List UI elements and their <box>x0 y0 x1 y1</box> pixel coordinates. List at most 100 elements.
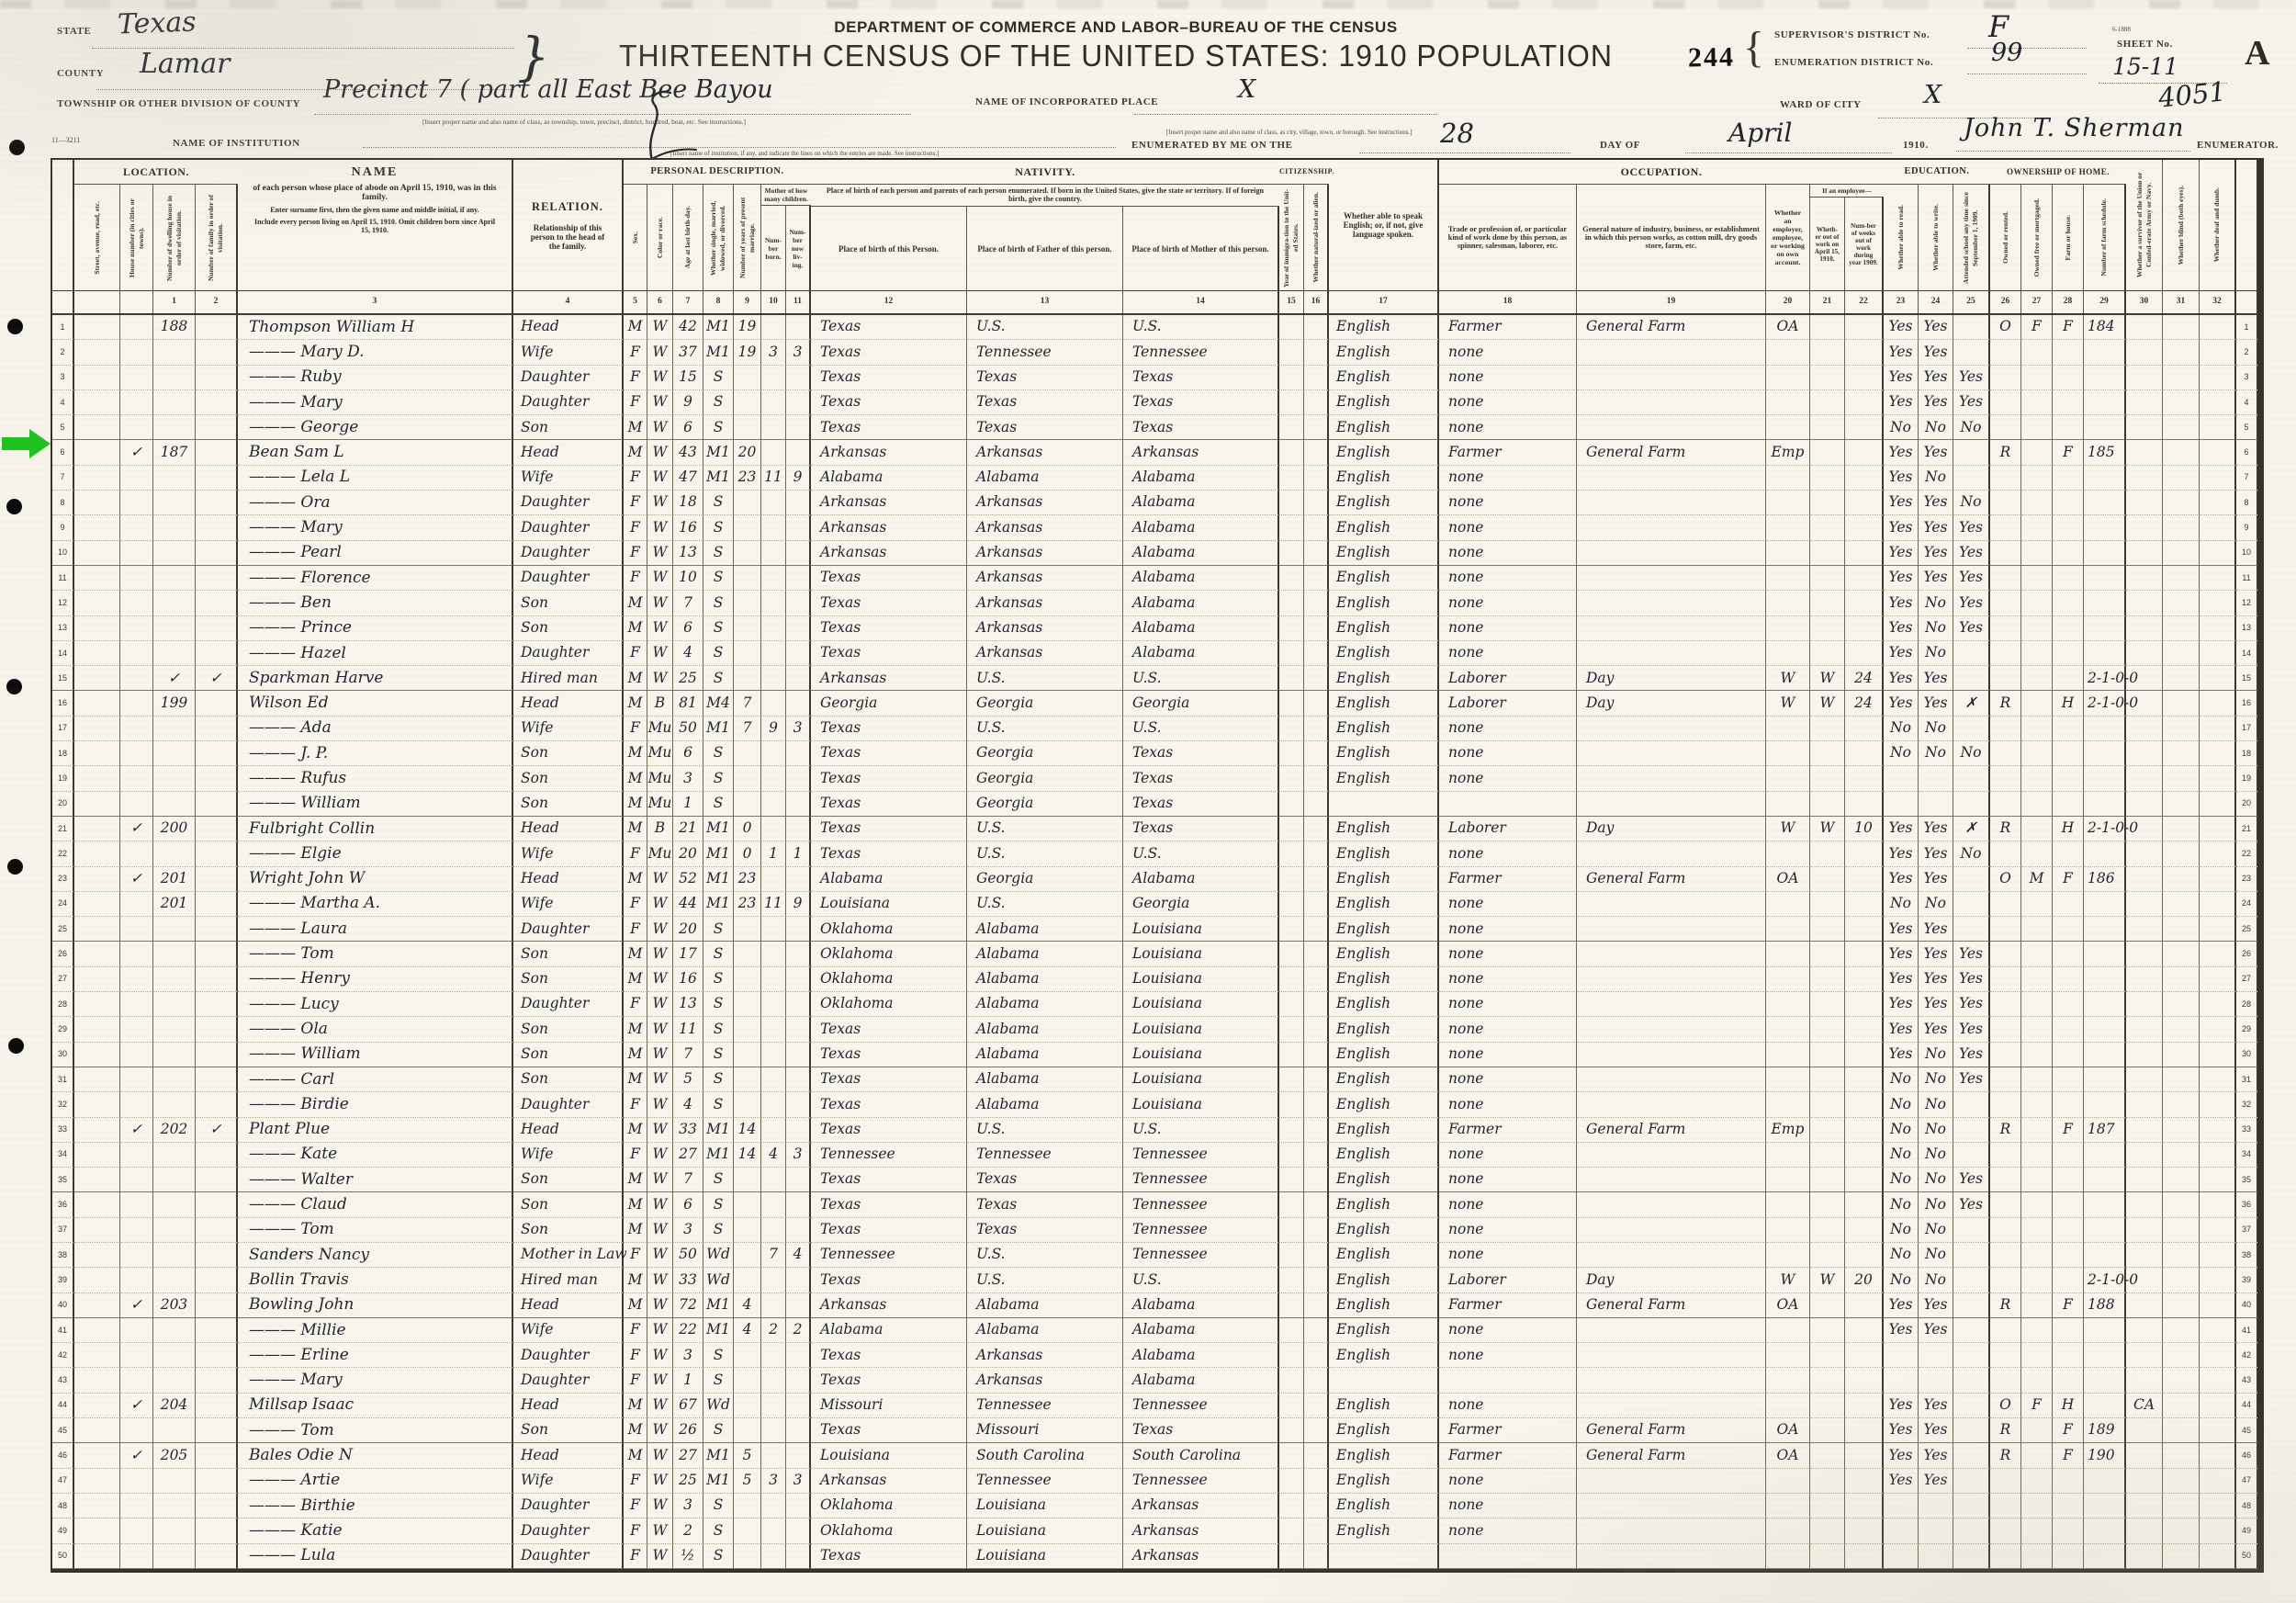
table-row: 13 ——— Prince Son M W 6 S Texas Arkansas Alabama E… <box>52 615 2258 641</box>
cell-pob: Arkansas <box>811 440 967 466</box>
line-number: 34 <box>52 1142 74 1168</box>
enumerator-signature: John T. Sherman <box>1964 114 2185 142</box>
cell-mort <box>2021 1368 2053 1394</box>
cell-surv <box>2126 1117 2163 1143</box>
cell-english: English <box>1329 515 1439 541</box>
cell-emp <box>1766 1142 1810 1168</box>
cell-age: 22 <box>673 1317 703 1344</box>
cell-deaf <box>2200 1293 2236 1318</box>
cell-pobf: Alabama <box>967 992 1123 1018</box>
cell-fam <box>196 491 238 516</box>
cell-weeks <box>1845 1192 1884 1218</box>
cell-blind <box>2163 1543 2200 1569</box>
cell-read <box>1884 1518 1919 1544</box>
cell-read: Yes <box>1884 691 1919 717</box>
cell-own <box>1990 966 2021 993</box>
cell-deaf <box>2200 1268 2236 1293</box>
table-row: 12 ——— Ben Son M W 7 S Texas Arkansas Alabama Engl… <box>52 591 2258 616</box>
cell-relation: Daughter <box>513 1368 624 1394</box>
cell-english: English <box>1329 491 1439 516</box>
cell-imm <box>1279 716 1304 742</box>
cell-born <box>761 1092 786 1118</box>
cell-pob: Arkansas <box>811 1468 967 1494</box>
cell-mort <box>2021 415 2053 441</box>
cell-industry <box>1577 992 1766 1018</box>
cell-dwell <box>153 540 196 566</box>
cell-emp <box>1766 1242 1810 1269</box>
cell-imm <box>1279 440 1304 466</box>
column-number: 13 <box>967 291 1123 313</box>
cell-fam <box>196 1493 238 1519</box>
line-number: 38 <box>52 1242 74 1269</box>
cell-emp: W <box>1766 1268 1810 1293</box>
cell-marital: S <box>703 540 734 566</box>
cell-nat <box>1304 841 1329 867</box>
cell-weeks <box>1845 1017 1884 1043</box>
cell-name: ——— Erline <box>238 1343 513 1369</box>
cell-pobf: Alabama <box>967 942 1123 967</box>
cell-trade: none <box>1439 942 1577 967</box>
cell-english: English <box>1329 1418 1439 1444</box>
cell-outwork <box>1810 791 1845 817</box>
cell-pobm: U.S. <box>1123 1117 1279 1143</box>
cell-surv <box>2126 1343 2163 1369</box>
cell-color: Mu <box>647 716 673 742</box>
cell-living: 3 <box>786 1142 811 1168</box>
cell-english: English <box>1329 1217 1439 1243</box>
cell-imm <box>1279 1168 1304 1193</box>
cell-surv <box>2126 1368 2163 1394</box>
cell-weeks <box>1845 866 1884 892</box>
table-row: 43 ——— Mary Daughter F W 1 S Texas Arkansas Alaba… <box>52 1368 2258 1394</box>
cell-color: W <box>647 1368 673 1394</box>
cell-school <box>1953 1393 1990 1419</box>
cell-own <box>1990 1543 2021 1569</box>
cell-deaf <box>2200 1192 2236 1218</box>
cell-house <box>120 1543 153 1569</box>
mother-of-children-group: Mother of how many children. Num-ber bor… <box>761 185 811 290</box>
cell-weeks: 24 <box>1845 691 1884 717</box>
cell-industry: General Farm <box>1577 866 1766 892</box>
cell-pobf: U.S. <box>967 1242 1123 1269</box>
cell-marital: S <box>703 791 734 817</box>
supervisor-label: SUPERVISOR'S DISTRICT No. <box>1774 29 1930 40</box>
cell-street <box>74 1543 120 1569</box>
table-row: 7 ——— Lela L Wife F W 47 M1 23 11 9 Alabama Alabama… <box>52 465 2258 491</box>
cell-pobm: Tennessee <box>1123 1242 1279 1269</box>
cell-english: English <box>1329 615 1439 641</box>
cell-english: English <box>1329 1042 1439 1067</box>
cell-pobm: Tennessee <box>1123 1217 1279 1243</box>
cell-english <box>1329 791 1439 817</box>
cell-read <box>1884 1543 1919 1569</box>
cell-living <box>786 917 811 943</box>
column-number: 28 <box>2053 291 2084 313</box>
cell-dwell <box>153 1518 196 1544</box>
cell-house <box>120 365 153 390</box>
table-row: 6 ✓ 187 Bean Sam L Head M W 43 M1 20 Arkansas Arkan… <box>52 440 2258 466</box>
line-number: 17 <box>52 716 74 742</box>
cell-surv <box>2126 1543 2163 1569</box>
cell-pobf: Missouri <box>967 1418 1123 1444</box>
cell-sex: M <box>624 1192 647 1218</box>
cell-trade: Farmer <box>1439 440 1577 466</box>
line-number: 30 <box>2236 1042 2258 1067</box>
cell-house <box>120 1368 153 1394</box>
table-row: 22 ——— Elgie Wife F Mu 20 M1 0 1 1 Texas U.S. U.S. En… <box>52 841 2258 867</box>
table-row: 11 ——— Florence Daughter F W 10 S Texas Arkansas… <box>52 565 2258 592</box>
cell-pobf: Tennessee <box>967 1393 1123 1419</box>
cell-fh <box>2053 465 2084 491</box>
cell-pob: Texas <box>811 1017 967 1043</box>
cell-pob: Arkansas <box>811 515 967 541</box>
cell-street <box>74 917 120 943</box>
cell-fam <box>196 1092 238 1118</box>
table-row: 27 ——— Henry Son M W 16 S Oklahoma Alabama Louisi… <box>52 966 2258 993</box>
cell-relation: Wife <box>513 716 624 742</box>
cell-write: No <box>1919 1067 1953 1093</box>
cell-blind <box>2163 540 2200 566</box>
cell-school <box>1953 640 1990 667</box>
cell-house: ✓ <box>120 1293 153 1318</box>
cell-write: No <box>1919 1092 1953 1118</box>
cell-surv <box>2126 1242 2163 1269</box>
line-number: 35 <box>2236 1168 2258 1193</box>
column-number: 10 <box>761 291 786 313</box>
line-number: 18 <box>2236 741 2258 767</box>
